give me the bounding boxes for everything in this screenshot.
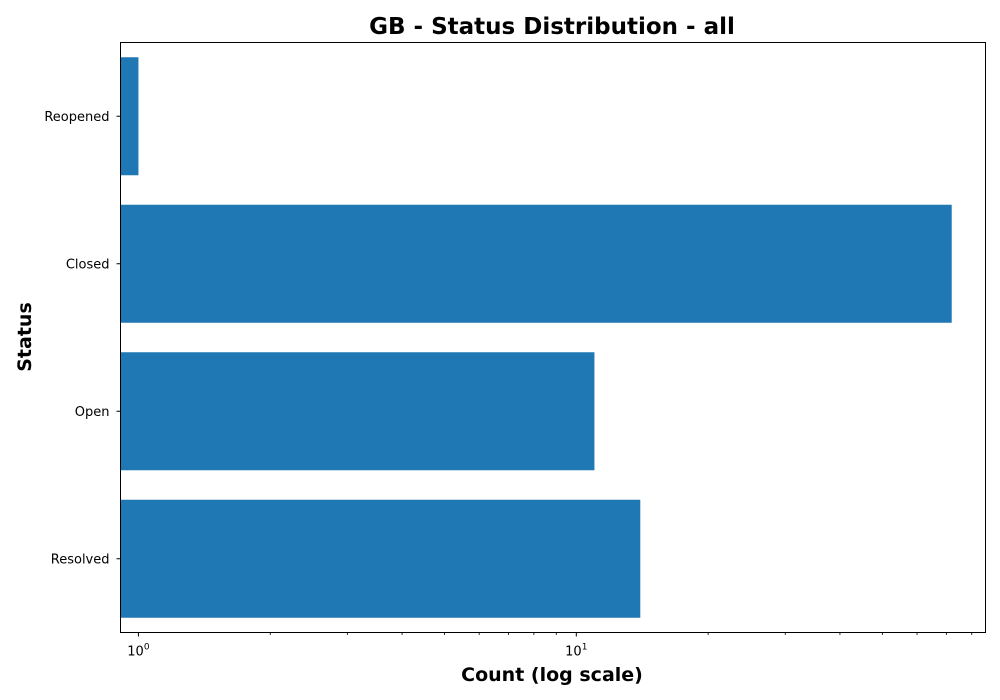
bar-reopened: [120, 57, 139, 176]
y-tick-label-open: Open: [75, 405, 110, 420]
y-tick-label-reopened: Reopened: [44, 110, 109, 125]
bar-resolved: [120, 499, 641, 618]
plot-frame: [120, 42, 986, 633]
chart-title: GB - Status Distribution - all: [369, 14, 735, 40]
x-tick-label-1: 100: [127, 643, 150, 660]
bar-closed: [120, 204, 952, 323]
x-axis-label: Count (log scale): [461, 664, 643, 686]
y-axis-label: Status: [14, 302, 36, 372]
y-tick-label-closed: Closed: [66, 257, 110, 272]
y-tick-label-resolved: Resolved: [51, 552, 110, 567]
x-tick-label-10: 101: [565, 643, 587, 660]
bar-open: [120, 352, 595, 471]
plot-area: Reopened Closed Open Resolved 100 101: [44, 42, 986, 660]
